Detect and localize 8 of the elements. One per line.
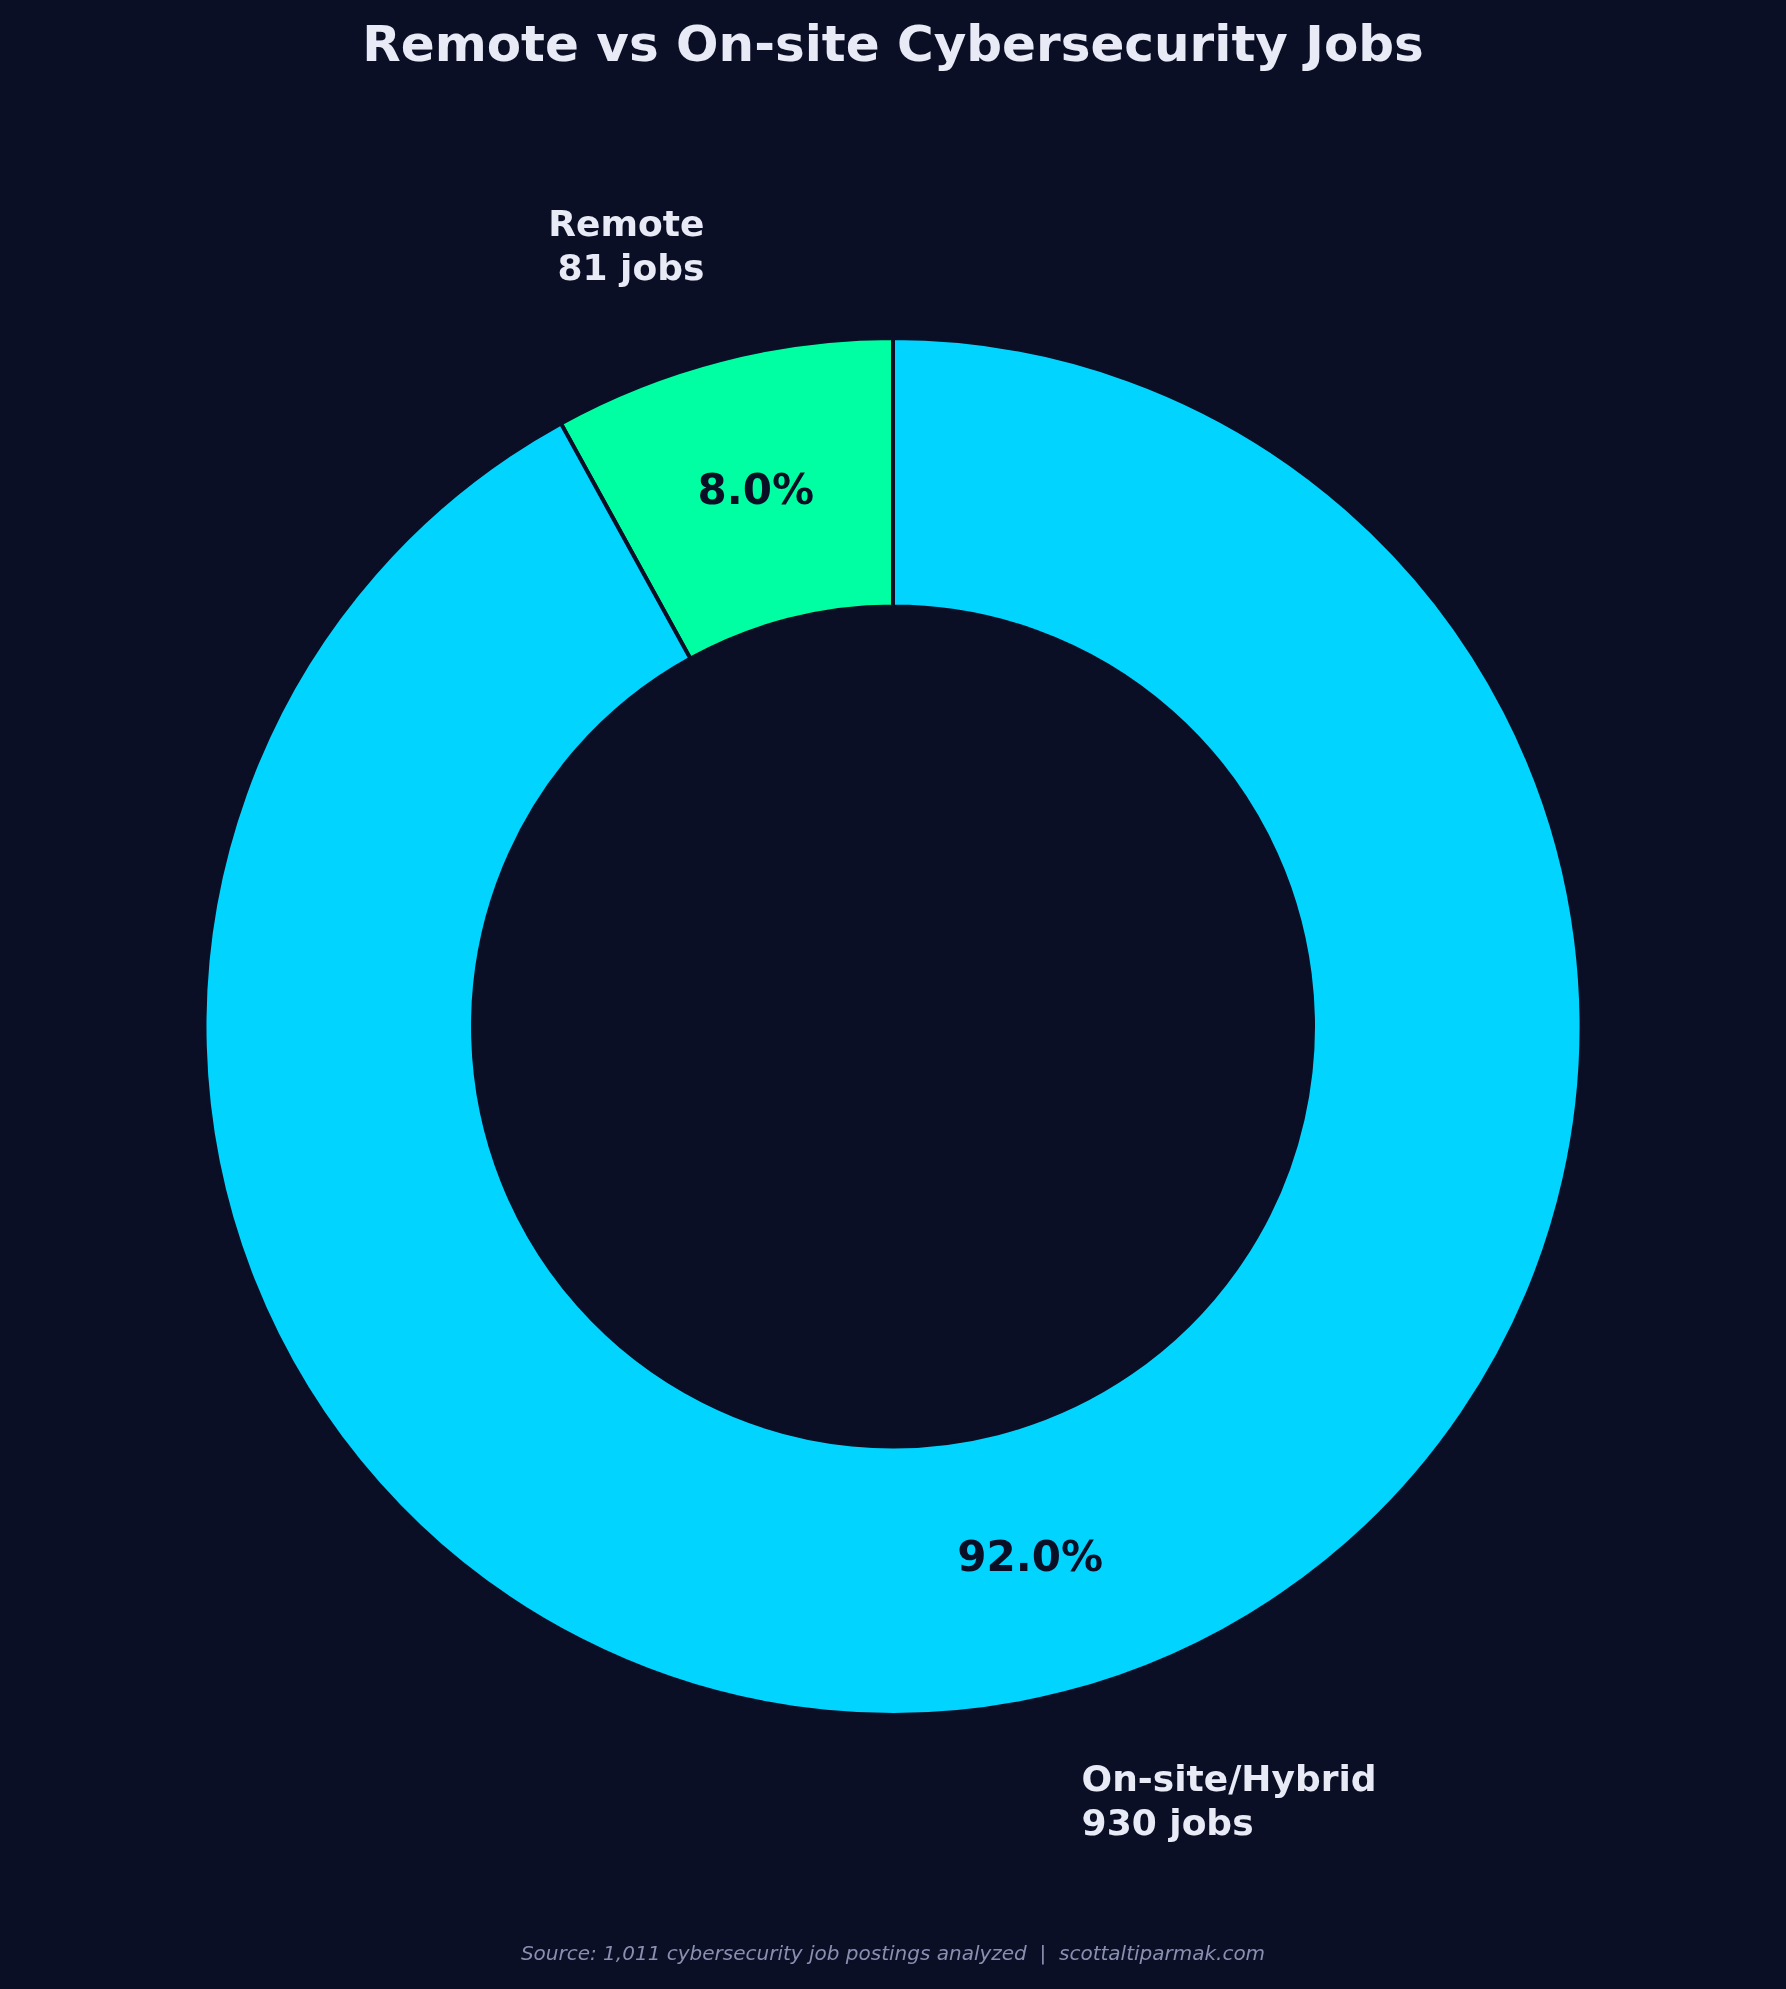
slice-label: Remote bbox=[548, 203, 705, 245]
text: 8.0% bbox=[697, 464, 815, 514]
slice-label: On-site/Hybrid bbox=[1081, 1758, 1377, 1800]
chart-title: Remote vs On-site Cybersecurity Jobs bbox=[362, 14, 1424, 73]
text: 92.0% bbox=[957, 1531, 1104, 1581]
data-label: 930 jobs bbox=[1081, 1802, 1254, 1844]
data-label: 81 jobs bbox=[557, 247, 705, 289]
source-note: Source: 1,011 cybersecurity job postings analyzed | scottaltiparmak.com bbox=[520, 1941, 1266, 1966]
